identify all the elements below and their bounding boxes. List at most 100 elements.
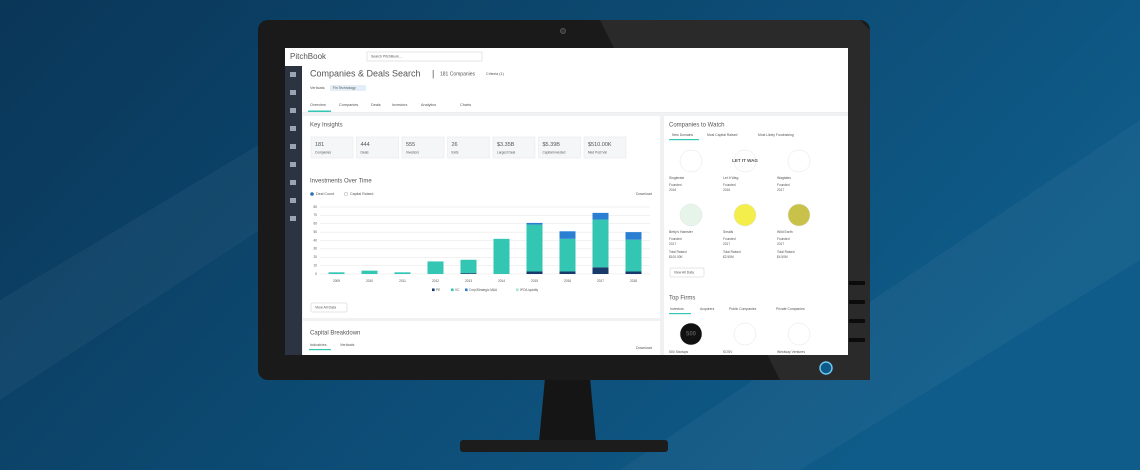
- section-title: Companies to Watch: [669, 123, 724, 129]
- company-logo[interactable]: [733, 203, 757, 227]
- sidebar-icons[interactable]: [290, 72, 296, 221]
- y-tick-label: 20: [313, 255, 317, 259]
- tab[interactable]: Private Companies: [776, 307, 805, 311]
- logo-text: 500: [686, 332, 697, 338]
- y-tick-label: 40: [313, 238, 317, 242]
- download-link[interactable]: Download: [636, 346, 652, 350]
- insight-card: [401, 136, 445, 159]
- x-tick-label: 2009: [333, 279, 340, 283]
- y-tick-label: 0: [315, 272, 317, 276]
- company-logo[interactable]: [787, 149, 811, 173]
- tab[interactable]: Overview: [310, 103, 326, 107]
- section-title: Capital Breakdown: [310, 331, 360, 337]
- firm-name[interactable]: Westway Ventures: [777, 350, 805, 354]
- company-name[interactable]: Betty's Hamster: [669, 230, 694, 234]
- insight-card: [492, 136, 536, 159]
- insight-label: Largest Deal: [497, 150, 515, 154]
- vertical-tag[interactable]: [330, 85, 366, 91]
- x-tick-label: 2015: [531, 279, 538, 283]
- founded-label: Founded: [669, 237, 682, 241]
- logo: PitchBook: [290, 52, 327, 61]
- power-button[interactable]: [819, 361, 833, 375]
- insight-card: [356, 136, 399, 159]
- monitor-neck: [539, 378, 596, 442]
- sidebar: [285, 66, 302, 355]
- tab[interactable]: Investors: [392, 103, 408, 107]
- tab[interactable]: Industries: [310, 343, 327, 347]
- y-tick-label: 30: [313, 247, 317, 251]
- insight-label: Exits: [452, 150, 459, 154]
- bar-segment: [460, 259, 477, 274]
- radio-selected[interactable]: [310, 192, 314, 196]
- bar-segment: [625, 232, 642, 240]
- founded-year: 2017: [669, 242, 676, 246]
- tab[interactable]: Deals: [371, 103, 381, 107]
- company-name[interactable]: Wagtales: [777, 176, 791, 180]
- firm-name[interactable]: 500 Startups: [669, 350, 689, 354]
- page-title: Companies & Deals Search: [310, 68, 421, 78]
- x-tick-label: 2010: [366, 279, 373, 283]
- tab[interactable]: New Domains: [672, 133, 693, 137]
- tab[interactable]: Investors: [670, 307, 684, 311]
- tab-underline: [669, 139, 699, 141]
- company-name[interactable]: Singlerate: [669, 176, 684, 180]
- x-tick-label: 2017: [597, 279, 604, 283]
- section-title: Top Firms: [669, 296, 695, 302]
- section-title: Key Insights: [310, 123, 343, 129]
- tab[interactable]: Most Capital Raised: [707, 133, 737, 137]
- x-tick-label: 2011: [399, 279, 406, 283]
- button-label: View All Data: [674, 270, 694, 274]
- legend-label: VC: [455, 288, 460, 292]
- view-all-button[interactable]: [669, 267, 705, 278]
- legend-swatch: [432, 288, 435, 292]
- tab[interactable]: Companies: [339, 103, 358, 107]
- radio[interactable]: [343, 191, 349, 197]
- insight-value: $5.39B: [543, 142, 561, 148]
- insight-value: 181: [315, 142, 324, 148]
- insight-label: Deals: [361, 150, 370, 154]
- legend-label: Corp/Strategic M&A: [469, 288, 498, 292]
- company-logo[interactable]: [787, 203, 811, 227]
- tab-underline: [308, 110, 331, 112]
- company-logo[interactable]: [679, 149, 703, 173]
- tab[interactable]: Acquirers: [700, 307, 715, 311]
- section-title: Investments Over Time: [310, 179, 372, 185]
- side-buttons: [849, 281, 865, 342]
- tab[interactable]: Verticals: [340, 343, 354, 347]
- view-all-button[interactable]: [310, 302, 348, 313]
- company-name[interactable]: Let It Wag: [723, 176, 738, 180]
- tab[interactable]: Public Companies: [729, 307, 757, 311]
- bar-segment: [592, 212, 609, 220]
- raised-label: Total Raised: [669, 250, 687, 254]
- search-box[interactable]: [366, 51, 483, 62]
- tab[interactable]: Charts: [460, 103, 471, 107]
- radio-label: Deal Count: [316, 192, 334, 196]
- company-name[interactable]: Smalls: [723, 230, 733, 234]
- legend-swatch: [516, 288, 519, 292]
- firm-logo[interactable]: [679, 322, 703, 346]
- button-label: View All Data: [315, 305, 336, 309]
- raised-value: $2.50M: [723, 255, 734, 259]
- tab[interactable]: Analytics: [421, 103, 436, 107]
- tab[interactable]: Most Likely Fundraising: [758, 133, 794, 137]
- bar-segment: [493, 238, 510, 274]
- search-placeholder: Search PitchBook...: [371, 55, 402, 59]
- header: [302, 66, 848, 113]
- tab-underline: [669, 313, 691, 315]
- raised-value: $100.00K: [669, 255, 684, 259]
- x-tick-label: 2014: [498, 279, 505, 283]
- bar-segment: [559, 271, 576, 274]
- company-logo[interactable]: [679, 203, 703, 227]
- company-logo[interactable]: [733, 149, 757, 173]
- criteria-toggle[interactable]: Criteria (1): [486, 72, 505, 76]
- bar-segment: [361, 270, 378, 274]
- company-name[interactable]: Wild Earth: [777, 230, 793, 234]
- bar-segment: [460, 273, 477, 274]
- panel-gap: [303, 318, 660, 321]
- download-link[interactable]: Download: [636, 192, 652, 196]
- firm-logo[interactable]: [787, 322, 811, 346]
- tab-underline: [309, 349, 331, 351]
- firm-name[interactable]: SOSV: [723, 350, 733, 354]
- firm-logo[interactable]: [733, 322, 757, 346]
